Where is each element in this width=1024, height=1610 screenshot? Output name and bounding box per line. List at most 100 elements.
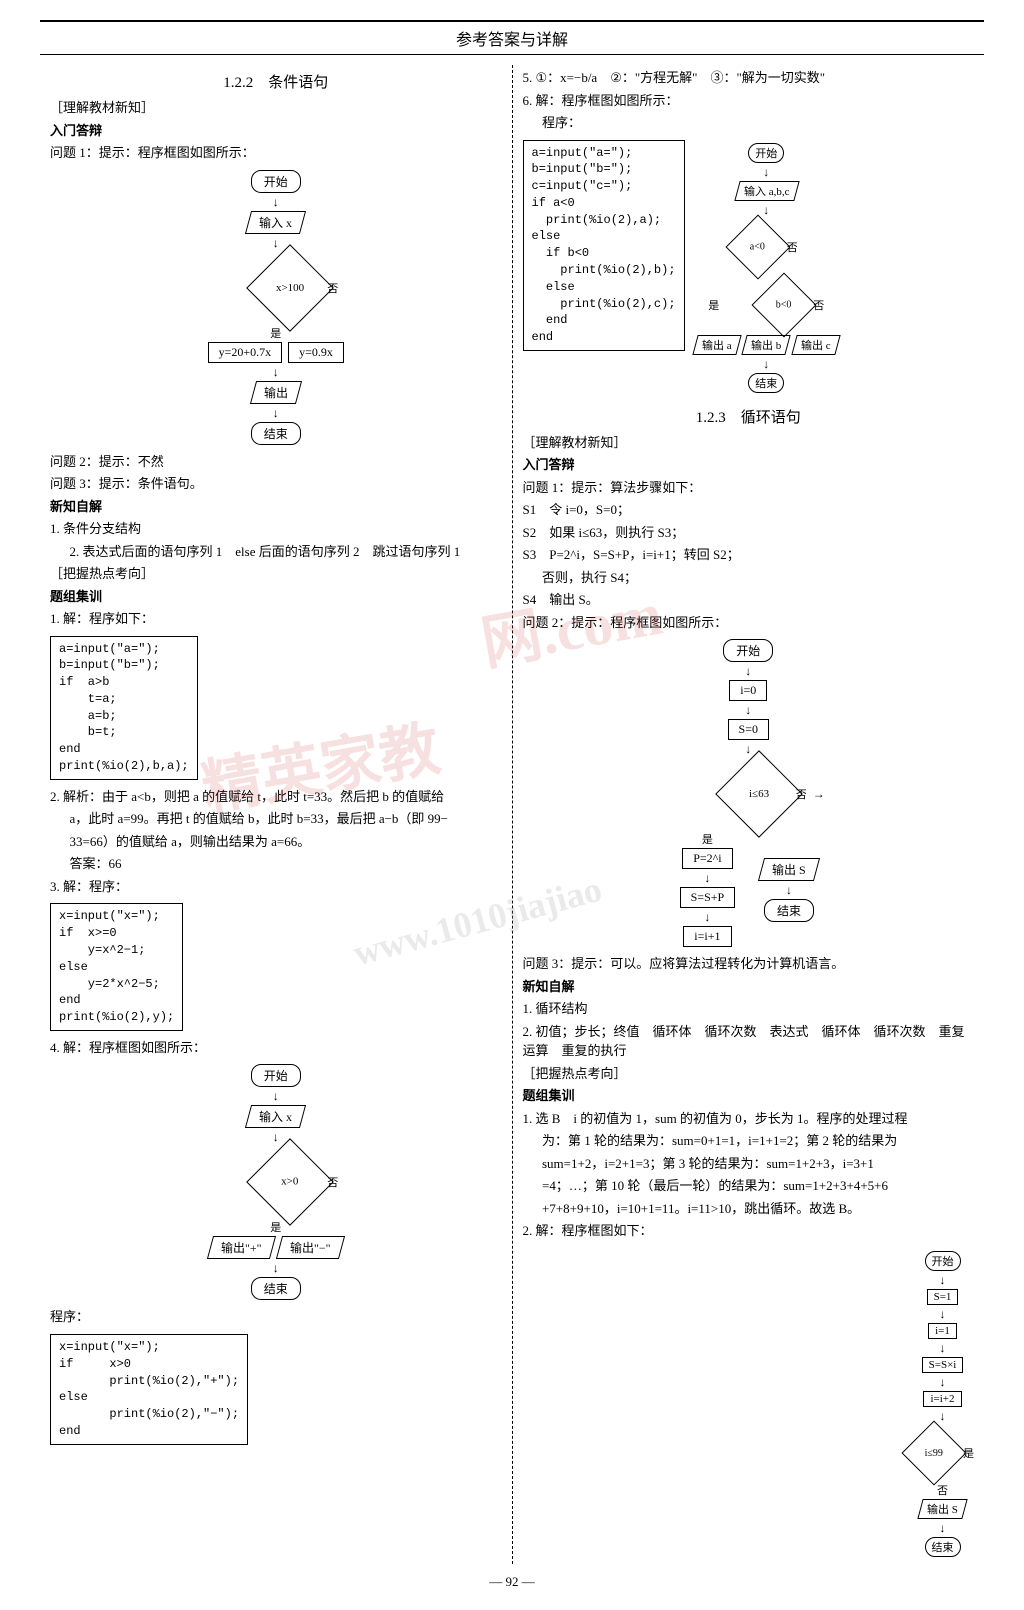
fc-output: 输出 [250,381,302,404]
arrow-down-icon: ↓ [273,195,279,209]
arrow-down-icon: ↓ [940,1375,946,1389]
fc-start: 开始 [925,1251,961,1271]
heading: ［把握热点考向］ [50,564,502,584]
fc-decision: i≤99 [901,1420,966,1485]
flowchart-2: 开始 ↓ 输入 x ↓ x>0 否 是 输出"+" 输出"−" ↓ 结束 [50,1063,502,1301]
section-title: 1.2.2 条件语句 [50,71,502,92]
section-title: 1.2.3 循环语句 [523,406,975,427]
fc-process: S=S+P [680,887,736,908]
arrow-down-icon: ↓ [745,703,751,717]
arrow-down-icon: ↓ [763,165,769,179]
heading: ［理解教材新知］ [50,98,502,118]
fc-end: 结束 [748,373,784,393]
text: 5. ①：x=−b/a ②："方程无解" ③："解为一切实数" [523,68,975,88]
label-yes: 是 [50,1219,502,1235]
code-block: x=input("x="); if x>0 print(%io(2),"+");… [50,1334,248,1445]
text: 1. 解：程序如下： [50,609,502,629]
fc-decision: i≤63 [715,750,803,838]
text: 问题 1：提示：程序框图如图所示： [50,143,502,163]
left-column: 1.2.2 条件语句 ［理解教材新知］ 入门答辩 问题 1：提示：程序框图如图所… [40,65,513,1564]
fc-output: 输出 c [792,335,841,355]
fc-process: S=0 [728,719,769,740]
fc-end: 结束 [251,1277,301,1300]
fc-start: 开始 [723,639,773,662]
flowchart-3: 开始 ↓ 输入 a,b,c ↓ a<0 否 是 b<0 否 输出 a 输出 b … [695,142,839,394]
text: =4；…；第 10 轮（最后一轮）的结果为：sum=1+2+3+4+5+6 [523,1176,975,1196]
text: 问题 1：提示：算法步骤如下： [523,478,975,498]
fc-input: 输入 a,b,c [734,181,799,201]
arrow-right-icon: → [813,788,825,800]
fc-output: 输出 S [758,858,820,881]
fc-start: 开始 [748,143,784,163]
text: 问题 3：提示：条件语句。 [50,474,502,494]
code-block: a=input("a="); b=input("b="); c=input("c… [523,140,685,352]
fc-input: 输入 x [245,1105,306,1128]
content-columns: 1.2.2 条件语句 ［理解教材新知］ 入门答辩 问题 1：提示：程序框图如图所… [40,65,984,1564]
text: 1. 选 B i 的初值为 1，sum 的初值为 0，步长为 1。程序的处理过程 [523,1109,975,1129]
arrow-down-icon: ↓ [763,357,769,371]
page-number: — 92 — [40,1574,984,1590]
heading: ［把握热点考向］ [523,1064,975,1084]
heading: 新知自解 [50,497,502,517]
arrow-down-icon: ↓ [763,203,769,217]
fc-process: P=2^i [682,848,732,869]
fc-process: i=1 [928,1323,957,1339]
arrow-down-icon: ↓ [704,871,710,885]
fc-process: i=0 [729,680,767,701]
arrow-down-icon: ↓ [940,1307,946,1321]
text: 2. 解析：由于 a<b，则把 a 的值赋给 t，此时 t=33。然后把 b 的… [50,787,502,807]
text: 问题 3：提示：可以。应将算法过程转化为计算机语言。 [523,954,975,974]
arrow-down-icon: ↓ [273,365,279,379]
label-yes: 是 [680,831,736,847]
code-block: x=input("x="); if x>=0 y=x^2−1; else y=2… [50,903,183,1031]
text: a，此时 a=99。再把 t 的值赋给 b，此时 b=33，最后把 a−b（即 … [50,809,502,829]
text: 2. 初值；步长；终值 循环体 循环次数 表达式 循环体 循环次数 重复运算 重… [523,1022,975,1061]
text: 1. 条件分支结构 [50,519,502,539]
text: 程序： [50,1307,502,1327]
text: S2 如果 i≤63，则执行 S3； [523,523,975,543]
arrow-down-icon: ↓ [940,1409,946,1423]
text: 2. 表达式后面的语句序列 1 else 后面的语句序列 2 跳过语句序列 1 [50,542,502,562]
text: sum=1+2，i=2+1=3；第 3 轮的结果为：sum=1+2+3，i=3+… [523,1154,975,1174]
text: S4 输出 S。 [523,590,975,610]
heading: 题组集训 [523,1086,975,1106]
fc-decision: x>0 [246,1139,334,1227]
text: S1 令 i=0，S=0； [523,500,975,520]
flowchart-5: 开始 ↓ S=1 ↓ i=1 ↓ S=S×i ↓ i=i+2 ↓ i≤99 是 … [911,1250,974,1558]
arrow-down-icon: ↓ [745,664,751,678]
fc-decision: b<0 [752,272,817,337]
fc-end: 结束 [251,422,301,445]
heading: ［理解教材新知］ [523,433,975,453]
heading: 题组集训 [50,587,502,607]
text: 4. 解：程序框图如图所示： [50,1038,502,1058]
heading: 新知自解 [523,977,975,997]
fc-process: S=1 [927,1289,959,1305]
text: 否则，执行 S4； [523,568,975,588]
fc-process: i=i+2 [923,1391,961,1407]
fc-end: 结束 [764,899,814,922]
text: 问题 2：提示：不然 [50,452,502,472]
fc-process: y=0.9x [288,342,344,363]
flowchart-1: 开始 ↓ 输入 x ↓ x>100 否 是 y=20+0.7x y=0.9x ↓… [50,169,502,446]
heading: 入门答辩 [50,121,502,141]
arrow-down-icon: ↓ [940,1273,946,1287]
text: 3. 解：程序： [50,877,502,897]
fc-input: 输入 x [245,211,306,234]
fc-decision: a<0 [725,214,790,279]
fc-process: y=20+0.7x [208,342,283,363]
arrow-down-icon: ↓ [273,1130,279,1144]
text: 33=66）的值赋给 a，则输出结果为 a=66。 [50,832,502,852]
arrow-down-icon: ↓ [745,742,751,756]
arrow-down-icon: ↓ [273,236,279,250]
text: 1. 循环结构 [523,999,975,1019]
text: 为：第 1 轮的结果为：sum=0+1=1，i=1+1=2；第 2 轮的结果为 [523,1131,975,1151]
arrow-down-icon: ↓ [273,1261,279,1275]
code-block: a=input("a="); b=input("b="); if a>b t=a… [50,636,198,780]
arrow-down-icon: ↓ [273,1089,279,1103]
text: +7+8+9+10，i=10+1=11。i=11>10，跳出循环。故选 B。 [523,1199,975,1219]
text: 2. 解：程序框图如下： [523,1221,975,1241]
fc-decision: x>100 [246,244,334,332]
text: 答案：66 [50,854,502,874]
fc-process: S=S×i [922,1357,964,1373]
fc-end: 结束 [925,1537,961,1557]
